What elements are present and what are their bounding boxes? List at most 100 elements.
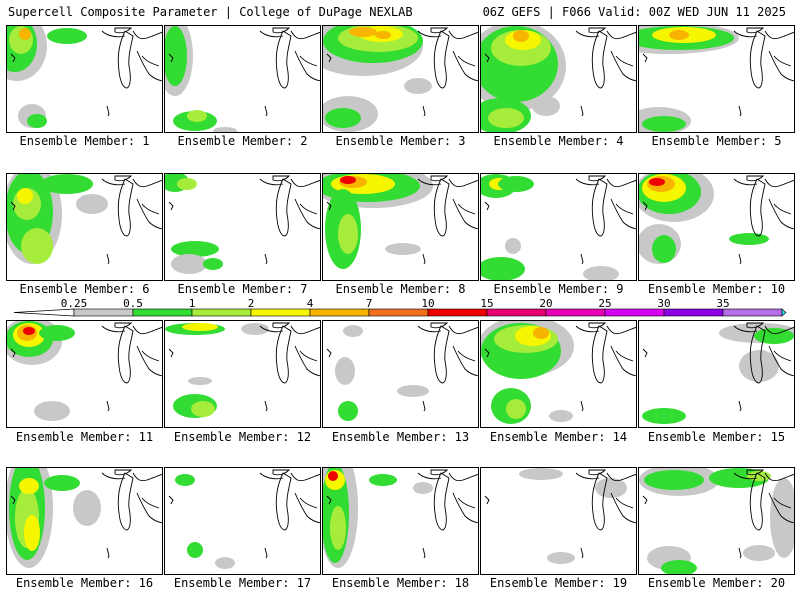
ensemble-member-label: Ensemble Member: 9 — [493, 282, 624, 296]
great-lakes-outline — [101, 27, 162, 89]
scp-contour-area — [649, 178, 665, 186]
scp-contour-area — [549, 410, 573, 422]
scp-contour-area — [177, 178, 197, 190]
scp-contour-area — [171, 241, 219, 257]
lake-winnipeg-outline — [642, 348, 648, 358]
scp-contour-area — [397, 385, 429, 397]
colorbar-tick-label: 1 — [188, 297, 196, 310]
colorbar-tick-label: 35 — [716, 297, 730, 310]
lake-winnipeg-outline — [326, 53, 332, 63]
scp-contour-area — [770, 478, 794, 558]
lake-okeechobee-outline — [580, 400, 584, 412]
scp-contour-area — [340, 176, 356, 184]
great-lakes-outline — [417, 469, 478, 531]
great-lakes-outline — [101, 322, 162, 384]
colorbar-bin — [368, 308, 429, 317]
valid-time-label: 06Z GEFS | F066 Valid: 00Z WED JUN 11 20… — [482, 5, 786, 19]
scp-field-map — [323, 26, 478, 132]
lake-okeechobee-outline — [580, 253, 584, 265]
scp-contour-area — [488, 108, 524, 128]
ensemble-member-panel — [164, 467, 321, 575]
scp-contour-area — [644, 470, 704, 490]
lake-okeechobee-outline — [422, 547, 426, 559]
scp-field-map — [7, 174, 162, 265]
scp-contour-area — [533, 327, 549, 339]
lake-winnipeg-outline — [642, 201, 648, 211]
lake-okeechobee-outline — [264, 547, 268, 559]
scp-contour-area — [187, 110, 207, 122]
scp-field-map — [165, 322, 320, 418]
lake-okeechobee-outline — [106, 400, 110, 412]
great-lakes-outline — [417, 322, 478, 384]
scp-contour-area — [338, 401, 358, 421]
scp-contour-area — [532, 96, 560, 116]
lake-winnipeg-outline — [642, 53, 648, 63]
ensemble-member-label: Ensemble Member: 16 — [15, 576, 154, 590]
scp-contour-area — [739, 350, 779, 382]
scp-contour-area — [369, 474, 397, 486]
scp-contour-area — [385, 243, 421, 255]
ensemble-member-panel — [322, 173, 479, 281]
scp-contour-area — [188, 377, 212, 385]
ensemble-member-panel — [6, 320, 163, 428]
colorbar-bin — [604, 308, 665, 317]
scp-contour-area — [583, 266, 619, 280]
lake-okeechobee-outline — [264, 253, 268, 265]
ensemble-member-label: Ensemble Member: 18 — [331, 576, 470, 590]
scp-field-map — [639, 468, 794, 574]
scp-field-map — [484, 468, 636, 564]
colorbar-tick-label: 0.5 — [123, 297, 143, 310]
scp-contour-area — [652, 235, 676, 263]
scp-field-map — [326, 322, 478, 421]
colorbar-tick-label: 4 — [306, 297, 314, 310]
lake-winnipeg-outline — [484, 495, 490, 505]
scp-contour-area — [513, 30, 529, 42]
great-lakes-outline — [575, 175, 636, 237]
ensemble-member-panel — [322, 320, 479, 428]
scp-field-map — [642, 322, 794, 424]
lake-okeechobee-outline — [106, 105, 110, 117]
scp-field-map — [639, 174, 794, 265]
lake-winnipeg-outline — [10, 53, 16, 63]
lake-okeechobee-outline — [738, 105, 742, 117]
scp-contour-area — [481, 257, 525, 280]
lake-winnipeg-outline — [10, 201, 16, 211]
scp-field-map — [165, 174, 320, 274]
scp-contour-area — [215, 557, 235, 569]
map-title: Supercell Composite Parameter | College … — [8, 5, 413, 19]
great-lakes-outline — [259, 27, 320, 89]
scp-contour-area — [519, 468, 563, 480]
lake-winnipeg-outline — [326, 495, 332, 505]
scp-contour-area — [661, 560, 697, 574]
ensemble-member-panel — [164, 25, 321, 133]
colorbar-bin — [663, 308, 724, 317]
scp-contour-area — [729, 233, 769, 245]
lake-winnipeg-outline — [168, 495, 174, 505]
scp-contour-area — [375, 31, 391, 39]
colorbar-bin — [722, 308, 783, 317]
lake-winnipeg-outline — [326, 348, 332, 358]
scp-contour-area — [328, 471, 338, 481]
scp-contour-area — [743, 545, 775, 561]
great-lakes-outline — [733, 175, 794, 237]
scp-contour-area — [595, 478, 627, 498]
scp-contour-area — [19, 28, 31, 40]
great-lakes-outline — [575, 322, 636, 384]
scp-contour-area — [175, 474, 195, 486]
colorbar-bin — [309, 308, 370, 317]
lake-winnipeg-outline — [168, 53, 174, 63]
ensemble-member-label: Ensemble Member: 5 — [651, 134, 782, 148]
lake-winnipeg-outline — [10, 348, 16, 358]
scp-contour-area — [338, 214, 358, 254]
ensemble-member-label: Ensemble Member: 19 — [489, 576, 628, 590]
scp-contour-area — [349, 27, 377, 37]
ensemble-member-label: Ensemble Member: 14 — [489, 430, 628, 444]
scp-contour-area — [171, 254, 207, 274]
scp-contour-area — [669, 30, 689, 40]
colorbar — [13, 308, 787, 317]
colorbar-tick-label: 10 — [421, 297, 435, 310]
great-lakes-outline — [259, 469, 320, 531]
colorbar-tick-label: 0.25 — [60, 297, 88, 310]
scp-field-map — [165, 26, 320, 132]
scp-contour-area — [73, 490, 101, 526]
